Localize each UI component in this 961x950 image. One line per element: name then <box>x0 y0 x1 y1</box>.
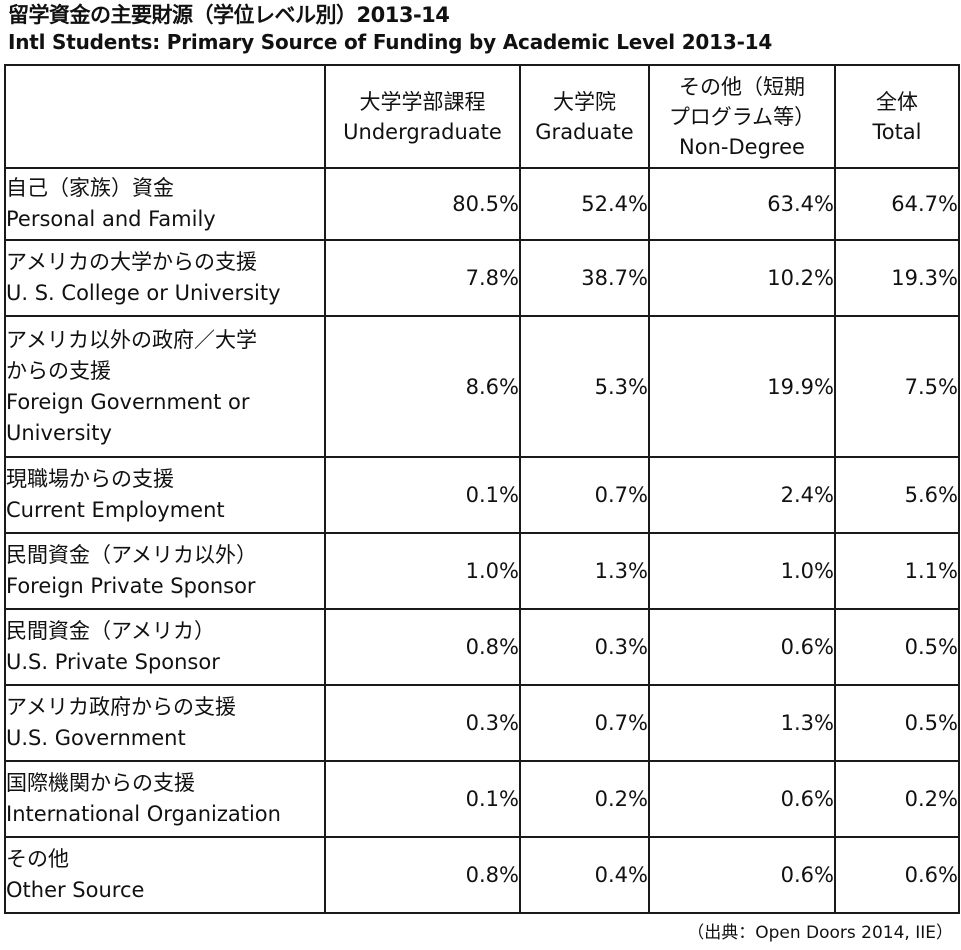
row-label-ja: 自己（家族）資金 <box>6 176 174 200</box>
column-header-en: Undergraduate <box>343 119 502 144</box>
table-row-us-private: 民間資金（アメリカ） U.S. Private Sponsor 0.8% 0.3% 0.… <box>4 608 960 686</box>
row-label-cell: その他 Other Source <box>4 836 326 914</box>
row-label-en: Personal and Family <box>6 207 216 231</box>
table-row-us-government: アメリカ政府からの支援 U.S. Government 0.3% 0.7% 1.3% 0.… <box>4 684 960 762</box>
column-header-undergraduate: 大学学部課程 Undergraduate <box>324 64 521 169</box>
value-cell-undergraduate: 7.8% <box>324 239 521 317</box>
value-cell-undergraduate: 0.1% <box>324 760 521 838</box>
value-cell-graduate: 0.2% <box>519 760 650 838</box>
value-cell-graduate: 1.3% <box>519 532 650 610</box>
value-cell-undergraduate: 0.3% <box>324 684 521 762</box>
column-header-en: Graduate <box>535 119 634 144</box>
row-label-ja: その他 <box>6 847 69 871</box>
row-label-cell: 民間資金（アメリカ以外） Foreign Private Sponsor <box>4 532 326 610</box>
value-cell-graduate: 5.3% <box>519 315 650 458</box>
value-cell-graduate: 0.7% <box>519 456 650 534</box>
row-label-en: Foreign Private Sponsor <box>6 574 256 598</box>
row-label-en: Other Source <box>6 878 145 902</box>
value-cell-undergraduate: 0.8% <box>324 836 521 914</box>
table-row-us-college: アメリカの大学からの支援 U. S. College or University 7… <box>4 239 960 317</box>
table-header-row: 大学学部課程 Undergraduate 大学院 Graduate その他（短期… <box>4 64 960 169</box>
value-cell-non-degree: 0.6% <box>648 836 836 914</box>
row-label-en: Foreign Government or University <box>6 389 250 445</box>
value-cell-total: 7.5% <box>834 315 960 458</box>
row-label-cell: アメリカの大学からの支援 U. S. College or University <box>4 239 326 317</box>
value-cell-non-degree: 1.3% <box>648 684 836 762</box>
row-label-cell: 現職場からの支援 Current Employment <box>4 456 326 534</box>
value-cell-graduate: 38.7% <box>519 239 650 317</box>
chart-title-english: Intl Students: Primary Source of Funding… <box>8 30 773 54</box>
value-cell-non-degree: 0.6% <box>648 760 836 838</box>
row-label-cell: アメリカ政府からの支援 U.S. Government <box>4 684 326 762</box>
funding-table: 大学学部課程 Undergraduate 大学院 Graduate その他（短期… <box>4 64 960 914</box>
row-label-en: U.S. Government <box>6 726 186 750</box>
row-label-cell: 自己（家族）資金 Personal and Family <box>4 167 326 241</box>
chart-title-japanese: 留学資金の主要財源（学位レベル別）2013-14 <box>8 3 450 27</box>
value-cell-total: 19.3% <box>834 239 960 317</box>
table-row-other-source: その他 Other Source 0.8% 0.4% 0.6% 0.6% <box>4 836 960 914</box>
row-label-cell: 国際機関からの支援 International Organization <box>4 760 326 838</box>
row-label-ja: アメリカ以外の政府／大学 からの支援 <box>6 327 257 383</box>
value-cell-graduate: 0.4% <box>519 836 650 914</box>
value-cell-undergraduate: 0.8% <box>324 608 521 686</box>
value-cell-undergraduate: 1.0% <box>324 532 521 610</box>
value-cell-non-degree: 63.4% <box>648 167 836 241</box>
value-cell-undergraduate: 80.5% <box>324 167 521 241</box>
row-label-ja: 国際機関からの支援 <box>6 771 195 795</box>
table-row-international-org: 国際機関からの支援 International Organization 0.1% 0… <box>4 760 960 838</box>
row-label-ja: アメリカ政府からの支援 <box>6 695 236 719</box>
row-label-en: U.S. Private Sponsor <box>6 650 220 674</box>
value-cell-total: 0.2% <box>834 760 960 838</box>
column-header-total: 全体 Total <box>834 64 960 169</box>
column-header-en: Non-Degree <box>679 134 805 159</box>
header-corner-cell <box>4 64 326 169</box>
value-cell-undergraduate: 0.1% <box>324 456 521 534</box>
value-cell-total: 5.6% <box>834 456 960 534</box>
row-label-cell: アメリカ以外の政府／大学 からの支援 Foreign Government or … <box>4 315 326 458</box>
row-label-ja: アメリカの大学からの支援 <box>6 250 257 274</box>
row-label-ja: 民間資金（アメリカ） <box>6 619 215 643</box>
row-label-ja: 現職場からの支援 <box>6 467 174 491</box>
column-header-ja: 大学学部課程 <box>359 89 486 114</box>
column-header-non-degree: その他（短期 プログラム等） Non-Degree <box>648 64 836 169</box>
value-cell-total: 0.5% <box>834 608 960 686</box>
table-row-foreign-government: アメリカ以外の政府／大学 からの支援 Foreign Government or … <box>4 315 960 458</box>
value-cell-graduate: 0.7% <box>519 684 650 762</box>
value-cell-non-degree: 0.6% <box>648 608 836 686</box>
column-header-ja: その他（短期 プログラム等） <box>668 74 816 129</box>
value-cell-non-degree: 2.4% <box>648 456 836 534</box>
table-body: 自己（家族）資金 Personal and Family 80.5% 52.4% 63.… <box>4 167 960 914</box>
value-cell-non-degree: 10.2% <box>648 239 836 317</box>
row-label-cell: 民間資金（アメリカ） U.S. Private Sponsor <box>4 608 326 686</box>
row-label-en: Current Employment <box>6 498 225 522</box>
value-cell-graduate: 52.4% <box>519 167 650 241</box>
row-label-ja: 民間資金（アメリカ以外） <box>6 543 257 567</box>
column-header-graduate: 大学院 Graduate <box>519 64 650 169</box>
table-row-foreign-private: 民間資金（アメリカ以外） Foreign Private Sponsor 1.0% 1… <box>4 532 960 610</box>
column-header-ja: 全体 <box>876 89 918 114</box>
value-cell-non-degree: 19.9% <box>648 315 836 458</box>
value-cell-total: 0.6% <box>834 836 960 914</box>
table-row-current-employment: 現職場からの支援 Current Employment 0.1% 0.7% 2.4% 5.… <box>4 456 960 534</box>
table-row-personal-family: 自己（家族）資金 Personal and Family 80.5% 52.4% 63.… <box>4 167 960 241</box>
value-cell-total: 0.5% <box>834 684 960 762</box>
column-header-en: Total <box>872 119 922 144</box>
row-label-en: U. S. College or University <box>6 281 281 305</box>
row-label-en: International Organization <box>6 802 281 826</box>
value-cell-total: 64.7% <box>834 167 960 241</box>
source-citation: （出典：Open Doors 2014, IIE） <box>687 923 953 943</box>
value-cell-undergraduate: 8.6% <box>324 315 521 458</box>
column-header-ja: 大学院 <box>553 89 616 114</box>
value-cell-graduate: 0.3% <box>519 608 650 686</box>
value-cell-total: 1.1% <box>834 532 960 610</box>
value-cell-non-degree: 1.0% <box>648 532 836 610</box>
